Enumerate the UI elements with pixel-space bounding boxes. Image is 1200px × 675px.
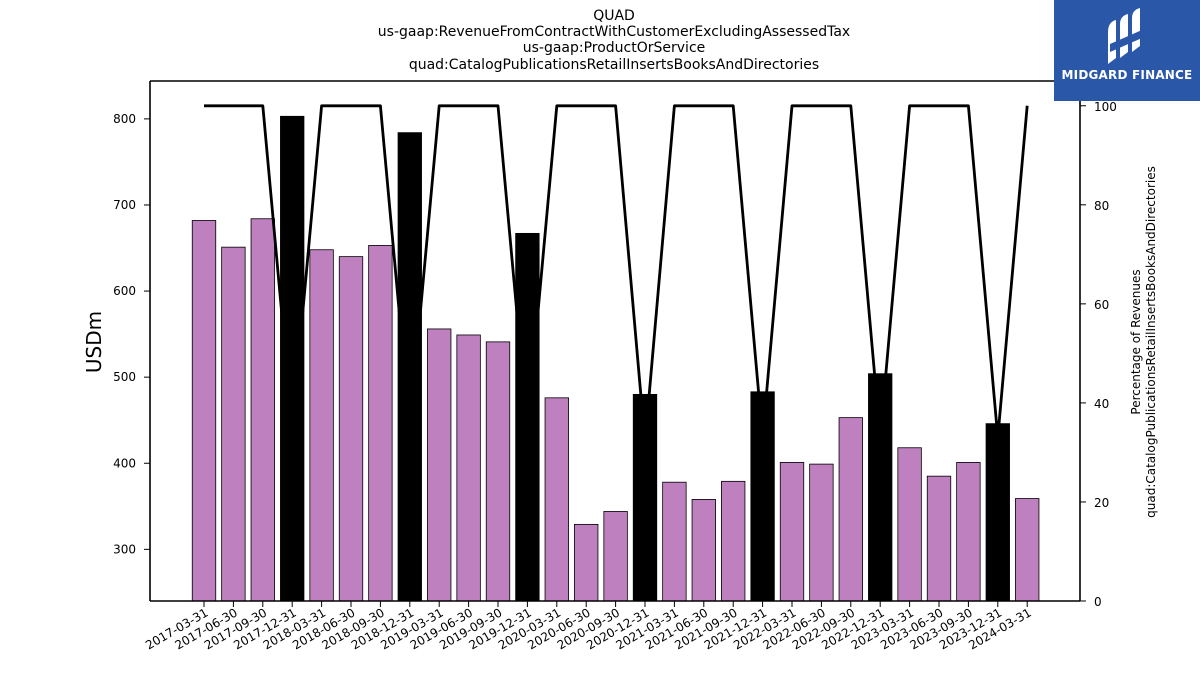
bar-quarter bbox=[603, 511, 628, 602]
bar-quarter bbox=[897, 447, 922, 602]
bar-annual bbox=[397, 132, 422, 602]
y-right-tick-label: 60 bbox=[1094, 298, 1109, 312]
bar-series bbox=[191, 115, 1040, 602]
y-tick-label: 700 bbox=[113, 198, 136, 212]
bar-quarter bbox=[721, 480, 746, 602]
y-axis-right-label-line-1: Percentage of Revenues bbox=[1129, 269, 1143, 414]
bar-quarter bbox=[221, 246, 246, 602]
bar-quarter bbox=[574, 523, 599, 602]
bar-quarter bbox=[309, 249, 334, 602]
bar-quarter bbox=[838, 417, 863, 602]
y-tick-label: 800 bbox=[113, 112, 136, 126]
y-tick-label: 500 bbox=[113, 370, 136, 384]
bar-quarter bbox=[662, 481, 687, 602]
bar-quarter bbox=[250, 218, 275, 602]
bar-annual bbox=[280, 115, 305, 602]
bar-quarter bbox=[427, 328, 452, 602]
chart-title: QUAD us-gaap:RevenueFromContractWithCust… bbox=[378, 8, 850, 73]
y-right-tick-label: 80 bbox=[1094, 199, 1109, 213]
bar-quarter bbox=[809, 463, 834, 602]
bar-quarter bbox=[368, 245, 393, 602]
y-axis-right-label-line-2: quad:CatalogPublicationsRetailInsertsBoo… bbox=[1144, 166, 1158, 518]
title-line-1: QUAD bbox=[593, 8, 635, 24]
y-tick-label: 300 bbox=[113, 542, 136, 556]
y-tick-label: 400 bbox=[113, 456, 136, 470]
bar-quarter bbox=[926, 475, 952, 602]
bar-annual bbox=[985, 423, 1010, 602]
bar-annual bbox=[632, 393, 658, 602]
axes: 3004005006007008000204060801002017-03-31… bbox=[113, 80, 1117, 652]
y-right-tick-label: 0 bbox=[1094, 595, 1102, 609]
y-right-tick-label: 100 bbox=[1094, 100, 1117, 114]
title-line-3: us-gaap:ProductOrService bbox=[523, 40, 706, 56]
bar-quarter bbox=[338, 256, 364, 602]
bar-quarter bbox=[544, 397, 569, 602]
bar-quarter bbox=[191, 220, 217, 602]
title-line-2: us-gaap:RevenueFromContractWithCustomerE… bbox=[378, 24, 850, 40]
bar-annual bbox=[868, 373, 893, 602]
midgard-finance-logo: MIDGARD FINANCE bbox=[1054, 0, 1200, 101]
title-line-4: quad:CatalogPublicationsRetailInsertsBoo… bbox=[409, 57, 819, 73]
y-right-tick-label: 40 bbox=[1094, 397, 1109, 411]
bar-quarter bbox=[956, 461, 981, 602]
logo-text: MIDGARD FINANCE bbox=[1061, 68, 1193, 82]
bar-quarter bbox=[456, 334, 481, 602]
bar-quarter bbox=[485, 341, 511, 602]
y-right-tick-label: 20 bbox=[1094, 496, 1109, 510]
bar-quarter bbox=[779, 461, 805, 602]
y-axis-label: USDm bbox=[82, 311, 106, 373]
percentage-line bbox=[204, 104, 1029, 444]
y-tick-label: 600 bbox=[113, 284, 136, 298]
bar-quarter bbox=[691, 499, 716, 602]
percentage-line-series bbox=[204, 104, 1029, 444]
logo-mark-icon bbox=[1108, 8, 1142, 64]
bar-quarter bbox=[1015, 498, 1040, 602]
